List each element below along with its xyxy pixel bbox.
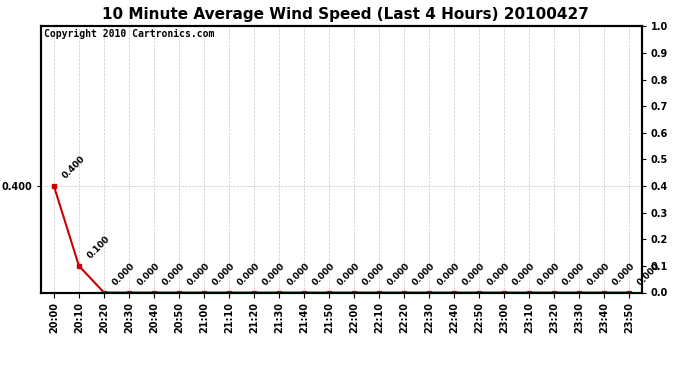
Text: 0.000: 0.000 xyxy=(111,261,137,287)
Text: 0.000: 0.000 xyxy=(261,261,287,287)
Text: 0.000: 0.000 xyxy=(211,261,237,287)
Text: 0.000: 0.000 xyxy=(436,261,462,287)
Text: 0.000: 0.000 xyxy=(561,261,587,287)
Text: 0.000: 0.000 xyxy=(161,261,187,287)
Text: Copyright 2010 Cartronics.com: Copyright 2010 Cartronics.com xyxy=(44,29,215,39)
Text: 0.000: 0.000 xyxy=(536,261,562,287)
Text: 0.100: 0.100 xyxy=(86,234,112,260)
Text: 0.000: 0.000 xyxy=(186,261,212,287)
Text: 0.000: 0.000 xyxy=(461,261,487,287)
Text: 0.400: 0.400 xyxy=(61,154,87,180)
Text: 0.000: 0.000 xyxy=(586,261,612,287)
Text: 0.000: 0.000 xyxy=(386,261,412,287)
Text: 0.000: 0.000 xyxy=(636,261,662,287)
Text: 0.000: 0.000 xyxy=(361,261,387,287)
Text: 0.000: 0.000 xyxy=(336,261,362,287)
Text: 10 Minute Average Wind Speed (Last 4 Hours) 20100427: 10 Minute Average Wind Speed (Last 4 Hou… xyxy=(101,8,589,22)
Text: 0.000: 0.000 xyxy=(311,261,337,287)
Text: 0.000: 0.000 xyxy=(486,261,512,287)
Text: 0.000: 0.000 xyxy=(236,261,262,287)
Text: 0.000: 0.000 xyxy=(611,261,637,287)
Text: 0.000: 0.000 xyxy=(136,261,162,287)
Text: 0.000: 0.000 xyxy=(411,261,437,287)
Text: 0.000: 0.000 xyxy=(286,261,312,287)
Text: 0.000: 0.000 xyxy=(511,261,537,287)
